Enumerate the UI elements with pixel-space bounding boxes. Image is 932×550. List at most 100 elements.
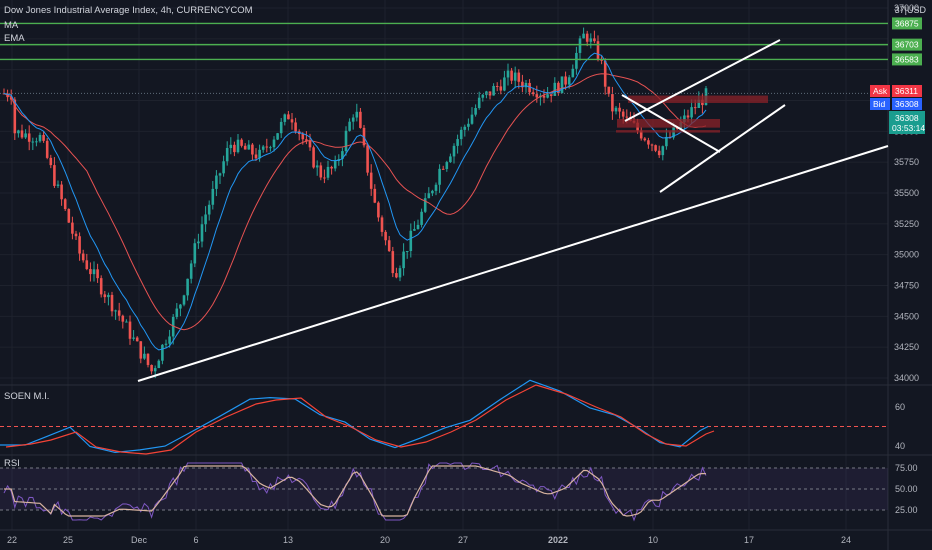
last-price-tag: [889, 111, 925, 134]
level-tag: [892, 38, 922, 51]
candle: [265, 138, 269, 153]
candle: [96, 263, 99, 283]
candle-body: [193, 243, 197, 264]
candle: [110, 291, 114, 317]
indicator-ema-label[interactable]: EMA: [4, 33, 25, 44]
candle-body: [89, 269, 92, 275]
candle: [387, 236, 391, 252]
candle-body: [654, 145, 657, 151]
rsi-pane-label[interactable]: RSI: [4, 458, 20, 469]
candle: [575, 46, 578, 75]
candle-body: [207, 204, 211, 215]
bid-tag: [892, 98, 922, 110]
candle-body: [20, 130, 24, 138]
ma-line: [3, 73, 707, 331]
candle: [449, 153, 452, 163]
indicator-ma-label[interactable]: MA: [4, 20, 19, 31]
level-tag-label: 36703: [895, 40, 919, 50]
price-zone: [616, 130, 720, 133]
ask-tag: [892, 85, 922, 97]
candle-body: [398, 268, 402, 278]
candle: [463, 124, 467, 137]
time-tick-label: 10: [648, 535, 658, 545]
price-tick-label: 37000: [894, 3, 919, 13]
candle: [171, 314, 175, 345]
trendline-long: [137, 145, 889, 382]
candle-body: [510, 70, 513, 81]
candle-body: [697, 99, 701, 108]
candle: [225, 141, 229, 166]
candle: [13, 97, 17, 141]
candle: [438, 164, 441, 193]
candle-body: [582, 33, 585, 39]
candle-body: [92, 269, 96, 275]
candle-body: [596, 41, 600, 59]
candle-body: [513, 72, 517, 81]
candle: [420, 208, 423, 228]
candle: [49, 154, 53, 169]
candle: [603, 58, 607, 95]
candle: [107, 292, 110, 306]
candle-body: [121, 315, 125, 322]
candle: [139, 341, 143, 364]
candle-body: [373, 188, 377, 203]
candle: [391, 246, 395, 278]
candle-body: [189, 263, 193, 279]
candle: [521, 74, 524, 93]
candle: [560, 76, 564, 94]
candle: [582, 27, 585, 39]
candle: [452, 143, 456, 164]
candle: [146, 353, 150, 368]
candle: [654, 144, 657, 153]
candle-body: [384, 231, 387, 241]
candle-body: [657, 150, 661, 156]
soen-pane-label[interactable]: SOEN M.I.: [4, 391, 50, 402]
candle-body: [243, 145, 247, 150]
level-tag: [892, 17, 922, 30]
candle-body: [211, 188, 215, 205]
candle-body: [585, 33, 589, 42]
candle: [89, 262, 92, 282]
channel-lower: [659, 104, 786, 193]
level-tag: [892, 53, 922, 66]
candle-body: [117, 310, 121, 316]
candle-body: [517, 72, 521, 82]
candle: [42, 131, 45, 143]
candle-body: [423, 198, 427, 212]
candle-body: [344, 130, 348, 152]
candle-body: [535, 94, 539, 98]
candle-body: [305, 139, 308, 141]
candle-body: [38, 134, 42, 142]
candle: [258, 144, 261, 162]
candle-body: [618, 107, 621, 112]
candle-body: [247, 144, 251, 150]
currency-label[interactable]: 37|USD: [894, 5, 926, 15]
candle: [470, 107, 474, 125]
price-tick-label: 34500: [894, 311, 919, 321]
candle: [290, 112, 294, 130]
candle: [135, 336, 139, 342]
candle-body: [549, 94, 553, 96]
candle: [251, 143, 254, 161]
candle: [499, 79, 503, 95]
level-tag-label: 36875: [895, 18, 919, 28]
candle: [380, 215, 384, 237]
candle-body: [445, 162, 449, 169]
candle-body: [287, 114, 290, 120]
candle: [647, 137, 650, 149]
candle-body: [157, 360, 161, 369]
candle: [175, 303, 179, 320]
candle: [218, 172, 222, 184]
candle: [53, 157, 56, 188]
candle: [114, 309, 117, 320]
candle-body: [240, 139, 243, 146]
candle: [189, 260, 193, 284]
candle-body: [474, 108, 477, 115]
candle-body: [441, 168, 445, 170]
candle-body: [463, 126, 467, 130]
candle: [524, 79, 528, 93]
price-tick-label: 34000: [894, 373, 919, 383]
candle-body: [179, 304, 182, 309]
candle-body: [161, 344, 164, 361]
